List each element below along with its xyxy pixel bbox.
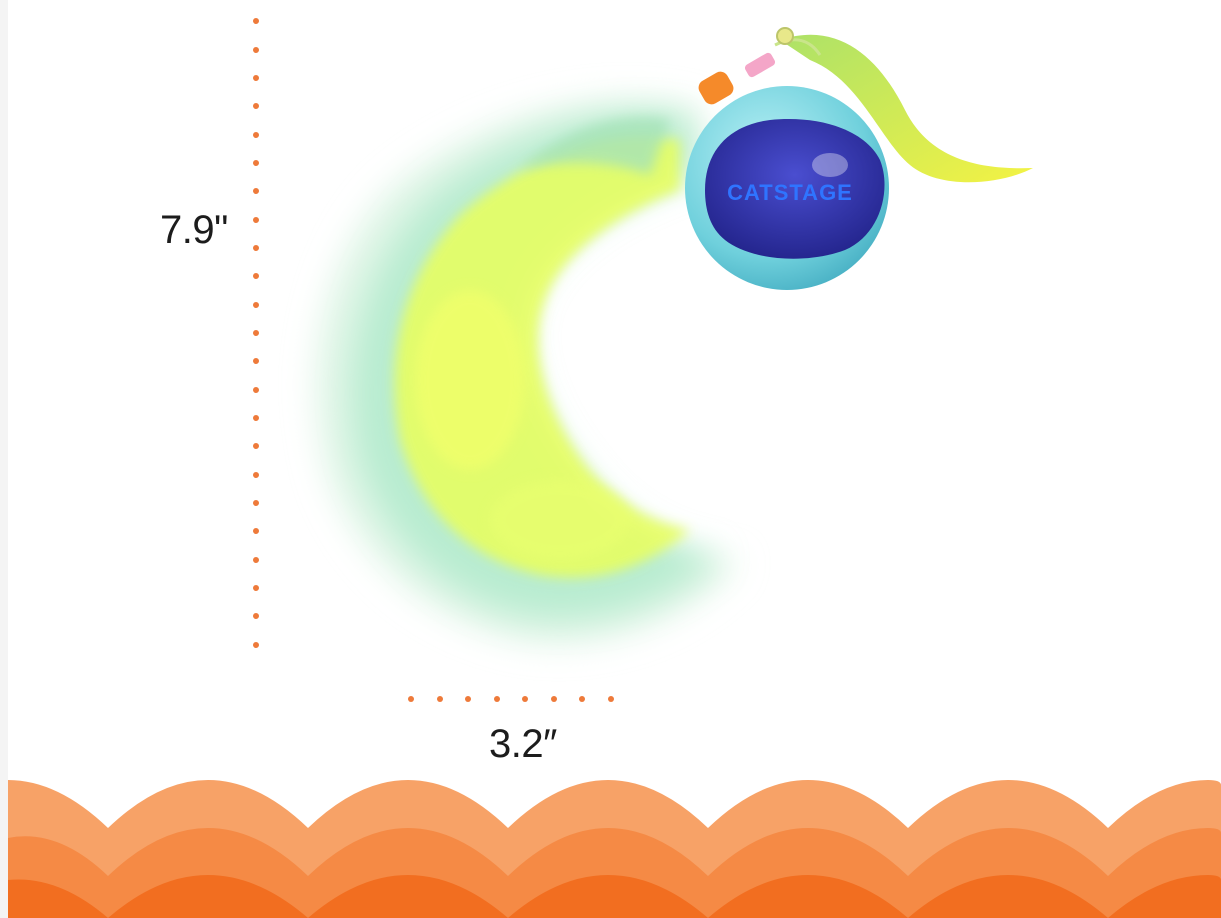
- width-dimension-line: [408, 696, 614, 702]
- width-label: 3.2″: [489, 722, 557, 766]
- wave-decoration: [8, 780, 1221, 918]
- toy-tail-strip: [774, 27, 1033, 183]
- cat-toy-ball-icon: CATSTAGE: [685, 86, 889, 290]
- height-label: 7.9": [160, 208, 228, 252]
- brand-logo-text: CATSTAGE: [727, 180, 853, 205]
- left-edge-strip: [0, 0, 8, 918]
- height-dimension-line: [253, 18, 259, 648]
- toy-connector: [698, 52, 776, 105]
- feather-tail-icon: [316, 99, 740, 644]
